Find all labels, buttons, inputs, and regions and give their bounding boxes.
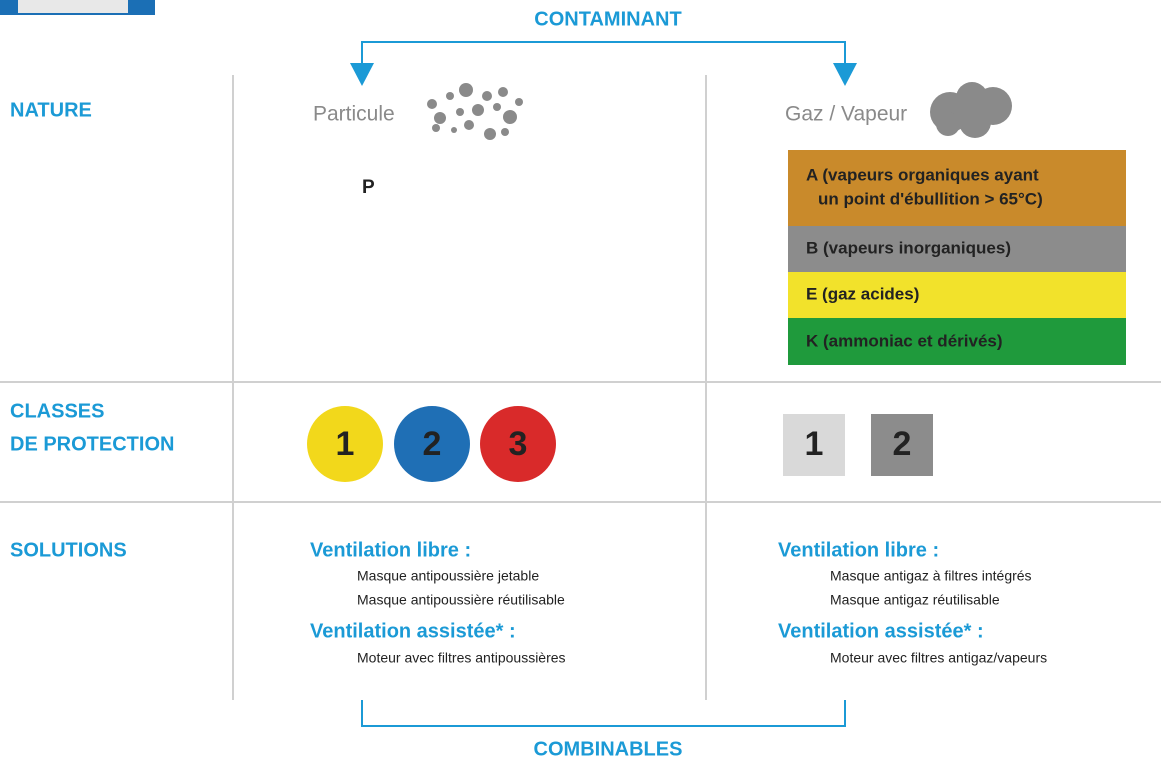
solution-item: Masque antipoussière jetable [357, 568, 539, 584]
gas-icon [930, 82, 1012, 138]
logo-image [18, 0, 128, 13]
class-number: 2 [893, 425, 912, 463]
solution-title: Ventilation libre : [310, 539, 471, 561]
filter-label: E (gaz acides) [806, 284, 919, 303]
filter-label: K (ammoniac et dérivés) [806, 331, 1003, 350]
particle-code: P [362, 177, 375, 198]
solution-item: Moteur avec filtres antigaz/vapeurs [830, 650, 1047, 666]
filter-label: A (vapeurs organiques ayant [806, 165, 1039, 184]
class-circle [307, 406, 383, 482]
solution-item: Moteur avec filtres antipoussières [357, 650, 566, 666]
filter-box [788, 226, 1126, 272]
row-label: CLASSES [10, 400, 104, 422]
particle-icon [427, 83, 523, 140]
class-square [871, 414, 933, 476]
bottom-bracket [361, 700, 846, 727]
class-circle [480, 406, 556, 482]
row-label: SOLUTIONS [10, 539, 127, 561]
row-label: NATURE [10, 99, 92, 121]
filter-box [788, 150, 1126, 226]
class-number: 1 [336, 425, 355, 463]
solution-item: Masque antigaz à filtres intégrés [830, 568, 1032, 584]
solution-item: Masque antipoussière réutilisable [357, 592, 565, 608]
particle-title: Particule [313, 103, 395, 126]
filter-label: B (vapeurs inorganiques) [806, 238, 1011, 257]
class-number: 3 [509, 425, 528, 463]
solution-title: Ventilation libre : [778, 539, 939, 561]
solution-item: Masque antigaz réutilisable [830, 592, 1000, 608]
arrow-left [350, 63, 374, 86]
filter-box [788, 318, 1126, 365]
contaminant-title: CONTAMINANT [534, 8, 681, 30]
class-number: 1 [805, 425, 824, 463]
filter-label: un point d'ébullition > 65°C) [818, 189, 1043, 208]
solution-title: Ventilation assistée* : [310, 620, 516, 642]
combinables-title: COMBINABLES [534, 738, 683, 760]
class-circle [394, 406, 470, 482]
gas-title: Gaz / Vapeur [785, 103, 907, 126]
class-square [783, 414, 845, 476]
filter-box [788, 272, 1126, 318]
arrow-right [833, 63, 857, 86]
row-label: DE PROTECTION [10, 433, 174, 455]
top-bracket [361, 41, 846, 66]
class-number: 2 [423, 425, 442, 463]
solution-title: Ventilation assistée* : [778, 620, 984, 642]
